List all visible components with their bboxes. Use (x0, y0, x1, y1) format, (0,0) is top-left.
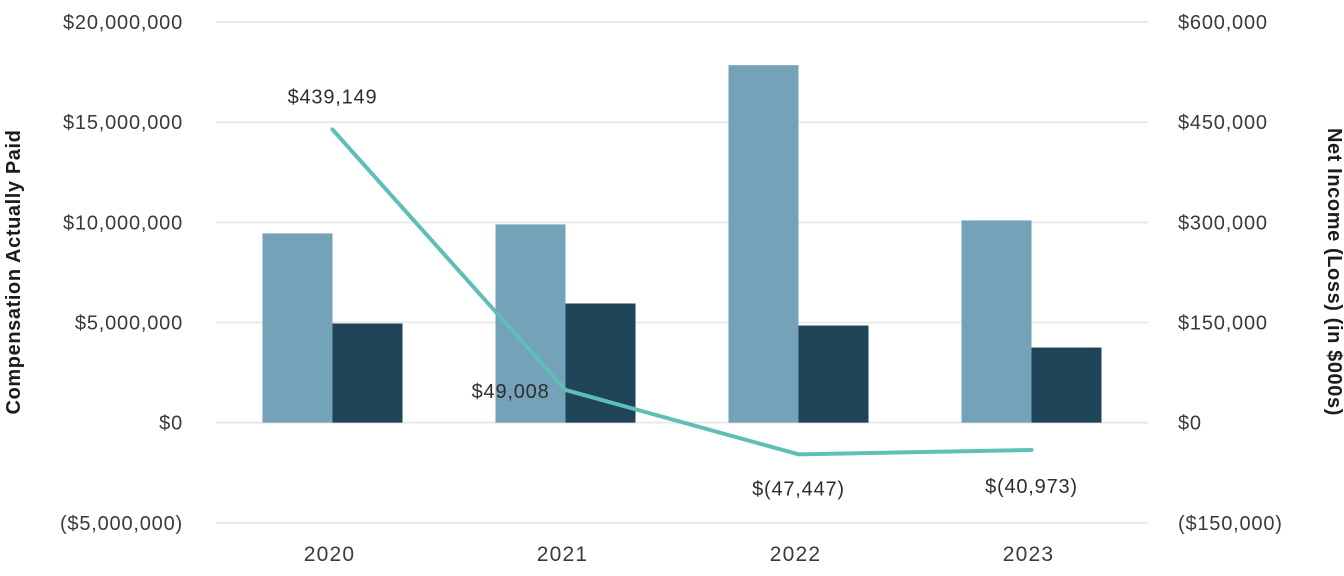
x-axis-label: 2021 (537, 543, 589, 566)
line-data-label: $(47,447) (752, 478, 845, 500)
bar-dark-blue-bars-2021 (565, 303, 636, 423)
bar-light-blue-bars-2023 (961, 220, 1032, 423)
line-data-label: $(40,973) (985, 476, 1078, 498)
x-axis-label: 2023 (1003, 543, 1055, 566)
bar-dark-blue-bars-2020 (332, 323, 403, 423)
bar-light-blue-bars-2020 (262, 233, 333, 423)
left-axis-tick-label: $5,000,000 (75, 313, 183, 335)
left-axis-tick-label: $10,000,000 (63, 212, 183, 234)
left-axis-title: Compensation Actually Paid (3, 130, 25, 415)
left-axis-tick-label: $20,000,000 (63, 12, 183, 34)
right-axis-tick-label: $0 (1178, 413, 1202, 435)
right-axis-tick-label: $450,000 (1178, 112, 1268, 134)
bar-light-blue-bars-2022 (728, 65, 799, 423)
net-income-line (330, 127, 1034, 457)
right-axis-title: Net Income (Loss) (in $000s) (1323, 128, 1344, 416)
left-axis-tick-label: $0 (159, 413, 183, 435)
right-axis-tick-label: $300,000 (1178, 212, 1268, 234)
right-axis-tick-label: ($150,000) (1178, 513, 1283, 535)
right-axis-tick-label: $150,000 (1178, 313, 1268, 335)
x-axis-label: 2020 (304, 543, 356, 566)
right-axis-tick-label: $600,000 (1178, 12, 1268, 34)
bar-dark-blue-bars-2022 (798, 325, 869, 423)
line-data-label: $49,008 (472, 381, 550, 403)
bar-dark-blue-bars-2023 (1031, 347, 1102, 423)
left-axis-tick-label: ($5,000,000) (60, 513, 183, 535)
left-axis-tick-label: $15,000,000 (63, 112, 183, 134)
line-data-label: $439,149 (288, 86, 378, 108)
x-axis-label: 2022 (770, 543, 822, 566)
